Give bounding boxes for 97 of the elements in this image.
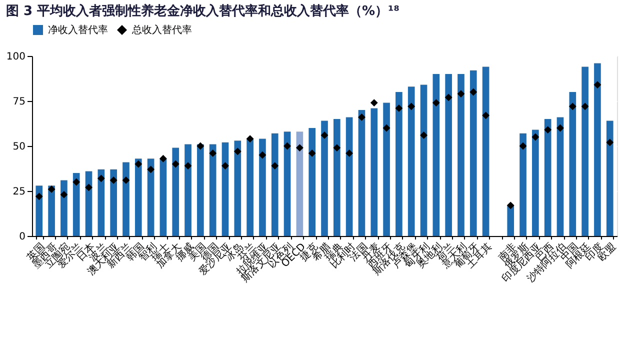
point bbox=[333, 144, 341, 152]
point bbox=[532, 133, 540, 141]
bar bbox=[594, 63, 601, 236]
bar bbox=[358, 110, 366, 236]
bar bbox=[396, 92, 402, 236]
point bbox=[308, 149, 316, 157]
bar bbox=[134, 158, 142, 236]
point bbox=[506, 202, 514, 210]
point bbox=[160, 154, 167, 162]
legend-label: 净收入替代率 bbox=[48, 24, 108, 36]
bar bbox=[209, 144, 216, 236]
bar bbox=[284, 132, 291, 236]
point bbox=[594, 81, 602, 89]
y-tick-label: 25 bbox=[12, 186, 26, 198]
bar bbox=[197, 144, 204, 236]
bar bbox=[160, 158, 167, 236]
bar bbox=[246, 138, 254, 236]
point bbox=[606, 138, 614, 146]
bar bbox=[432, 74, 440, 236]
point bbox=[271, 162, 279, 170]
point bbox=[60, 190, 68, 198]
point bbox=[444, 94, 452, 102]
bar bbox=[582, 66, 588, 236]
point bbox=[482, 112, 490, 120]
point bbox=[35, 192, 43, 200]
point bbox=[568, 102, 576, 110]
point bbox=[184, 162, 192, 170]
bar bbox=[36, 186, 43, 236]
point bbox=[97, 174, 105, 182]
bar bbox=[408, 86, 415, 236]
bar bbox=[48, 186, 55, 236]
bar bbox=[184, 144, 192, 236]
bar bbox=[606, 120, 614, 236]
y-tick-label: 100 bbox=[6, 52, 26, 62]
bar bbox=[122, 162, 130, 236]
bar bbox=[60, 180, 68, 236]
bar bbox=[308, 128, 316, 236]
point bbox=[296, 144, 304, 152]
bar bbox=[532, 130, 539, 236]
point bbox=[258, 151, 266, 159]
y-tick-label: 75 bbox=[12, 96, 26, 108]
point bbox=[222, 162, 229, 170]
point bbox=[395, 104, 403, 112]
point bbox=[48, 185, 56, 193]
bar bbox=[544, 119, 552, 236]
point bbox=[420, 131, 428, 139]
bar bbox=[222, 142, 229, 236]
point bbox=[544, 126, 552, 134]
point bbox=[234, 148, 242, 156]
bar bbox=[482, 66, 490, 236]
chart-title: 图 3 平均收入者强制性养老金净收入替代率和总收入替代率（%）¹⁸ bbox=[6, 3, 400, 19]
point bbox=[581, 102, 589, 110]
bar bbox=[321, 120, 328, 236]
bar bbox=[172, 148, 180, 236]
point bbox=[196, 142, 204, 150]
bar bbox=[259, 138, 266, 236]
bar bbox=[147, 158, 154, 236]
bar bbox=[458, 74, 464, 236]
legend-label: 总收入替代率 bbox=[131, 24, 192, 36]
bar bbox=[85, 171, 92, 236]
point bbox=[470, 88, 478, 96]
point bbox=[519, 142, 527, 150]
point bbox=[122, 176, 130, 184]
bar bbox=[383, 102, 390, 236]
bar bbox=[470, 70, 477, 236]
point bbox=[246, 135, 254, 143]
bar bbox=[420, 84, 428, 236]
bar bbox=[271, 133, 278, 236]
point bbox=[209, 149, 217, 157]
point bbox=[172, 160, 180, 168]
y-tick-label: 0 bbox=[19, 232, 26, 242]
bar bbox=[333, 119, 340, 236]
bar bbox=[507, 205, 514, 236]
point bbox=[370, 99, 378, 107]
bar bbox=[110, 169, 117, 236]
bar bbox=[556, 117, 564, 236]
point bbox=[320, 131, 328, 139]
point bbox=[85, 184, 92, 192]
bar bbox=[72, 173, 80, 236]
point bbox=[457, 90, 465, 98]
y-tick-label: 50 bbox=[12, 142, 26, 152]
point bbox=[432, 99, 440, 107]
bar bbox=[346, 117, 353, 236]
bar bbox=[520, 133, 526, 236]
point bbox=[72, 178, 80, 186]
point bbox=[382, 124, 390, 132]
point bbox=[147, 166, 155, 174]
point bbox=[134, 160, 142, 168]
bar bbox=[370, 108, 378, 236]
point bbox=[346, 149, 354, 157]
bar bbox=[445, 74, 452, 236]
point bbox=[110, 176, 118, 184]
bar bbox=[569, 92, 576, 236]
bar bbox=[296, 132, 304, 236]
point bbox=[358, 113, 366, 121]
bar bbox=[234, 140, 242, 236]
point bbox=[408, 102, 416, 110]
